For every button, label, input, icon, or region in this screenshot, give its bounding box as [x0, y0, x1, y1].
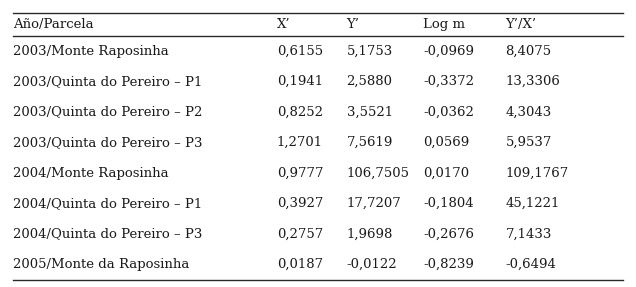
Text: 8,4075: 8,4075 — [506, 44, 552, 58]
Text: Y’/X’: Y’/X’ — [506, 18, 537, 31]
Text: 5,9537: 5,9537 — [506, 136, 552, 149]
Text: 17,7207: 17,7207 — [347, 197, 401, 210]
Text: 2004/Monte Raposinha: 2004/Monte Raposinha — [13, 166, 169, 180]
Text: 109,1767: 109,1767 — [506, 166, 569, 180]
Text: X’: X’ — [277, 18, 290, 31]
Text: Log m: Log m — [423, 18, 465, 31]
Text: 0,0569: 0,0569 — [423, 136, 469, 149]
Text: 0,0170: 0,0170 — [423, 166, 469, 180]
Text: -0,3372: -0,3372 — [423, 75, 474, 88]
Text: 2005/Monte da Raposinha: 2005/Monte da Raposinha — [13, 258, 189, 271]
Text: 106,7505: 106,7505 — [347, 166, 410, 180]
Text: 2003/Quinta do Pereiro – P1: 2003/Quinta do Pereiro – P1 — [13, 75, 202, 88]
Text: -0,0969: -0,0969 — [423, 44, 474, 58]
Text: 0,2757: 0,2757 — [277, 228, 323, 241]
Text: 7,5619: 7,5619 — [347, 136, 393, 149]
Text: 2003/Quinta do Pereiro – P2: 2003/Quinta do Pereiro – P2 — [13, 106, 202, 119]
Text: 0,6155: 0,6155 — [277, 44, 323, 58]
Text: 4,3043: 4,3043 — [506, 106, 552, 119]
Text: 2004/Quinta do Pereiro – P1: 2004/Quinta do Pereiro – P1 — [13, 197, 202, 210]
Text: 2,5880: 2,5880 — [347, 75, 392, 88]
Text: 0,9777: 0,9777 — [277, 166, 323, 180]
Text: 2003/Quinta do Pereiro – P3: 2003/Quinta do Pereiro – P3 — [13, 136, 202, 149]
Text: 7,1433: 7,1433 — [506, 228, 552, 241]
Text: 0,8252: 0,8252 — [277, 106, 322, 119]
Text: -0,6494: -0,6494 — [506, 258, 556, 271]
Text: 3,5521: 3,5521 — [347, 106, 393, 119]
Text: 2004/Quinta do Pereiro – P3: 2004/Quinta do Pereiro – P3 — [13, 228, 202, 241]
Text: -0,8239: -0,8239 — [423, 258, 474, 271]
Text: -0,1804: -0,1804 — [423, 197, 474, 210]
Text: 13,3306: 13,3306 — [506, 75, 560, 88]
Text: 45,1221: 45,1221 — [506, 197, 560, 210]
Text: 1,2701: 1,2701 — [277, 136, 323, 149]
Text: Y’: Y’ — [347, 18, 359, 31]
Text: 1,9698: 1,9698 — [347, 228, 393, 241]
Text: 0,0187: 0,0187 — [277, 258, 323, 271]
Text: 5,1753: 5,1753 — [347, 44, 393, 58]
Text: -0,0362: -0,0362 — [423, 106, 474, 119]
Text: Año/Parcela: Año/Parcela — [13, 18, 93, 31]
Text: -0,0122: -0,0122 — [347, 258, 398, 271]
Text: 0,1941: 0,1941 — [277, 75, 323, 88]
Text: 0,3927: 0,3927 — [277, 197, 323, 210]
Text: 2003/Monte Raposinha: 2003/Monte Raposinha — [13, 44, 169, 58]
Text: -0,2676: -0,2676 — [423, 228, 474, 241]
